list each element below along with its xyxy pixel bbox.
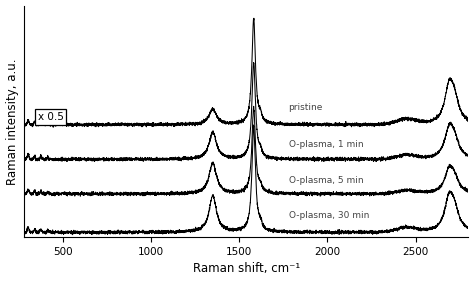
Y-axis label: Raman intensity, a.u.: Raman intensity, a.u. [6, 58, 18, 185]
Text: pristine: pristine [289, 103, 323, 112]
Text: O-plasma, 5 min: O-plasma, 5 min [289, 176, 363, 185]
X-axis label: Raman shift, cm⁻¹: Raman shift, cm⁻¹ [192, 262, 300, 275]
Text: O-plasma, 1 min: O-plasma, 1 min [289, 140, 363, 149]
Text: O-plasma, 30 min: O-plasma, 30 min [289, 211, 369, 220]
Text: x 0.5: x 0.5 [37, 112, 64, 122]
